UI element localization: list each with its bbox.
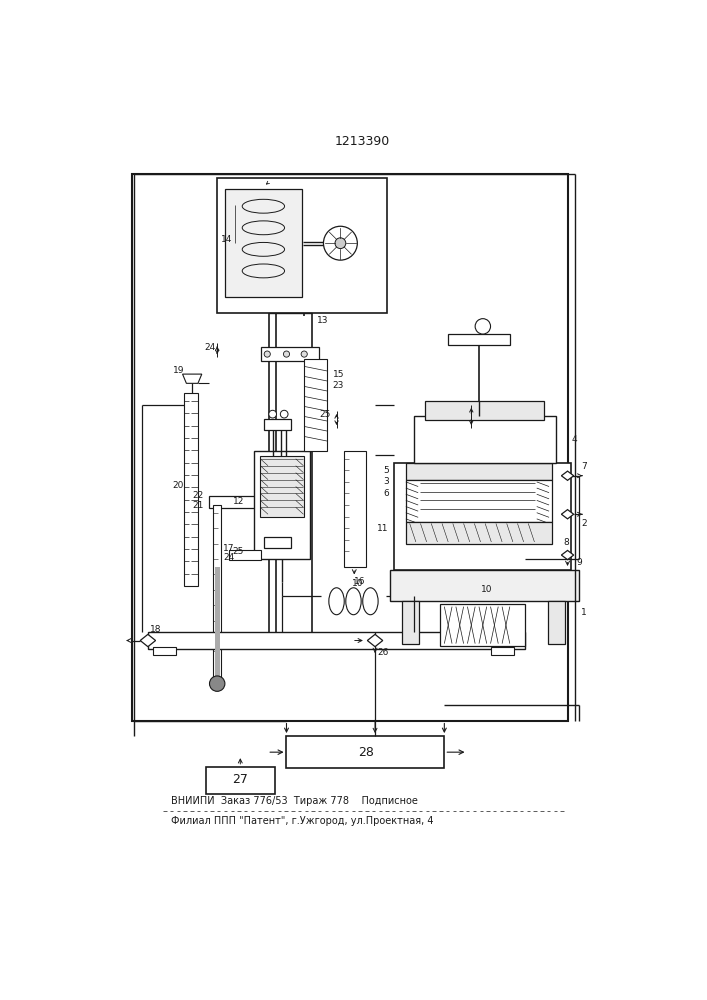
Text: 16: 16 [354,578,366,586]
Bar [304,359,327,451]
Polygon shape [561,471,573,480]
Bar [491,647,514,655]
Bar [414,416,556,463]
Text: 25: 25 [233,547,244,556]
Bar [214,505,221,682]
Text: 13: 13 [317,316,329,325]
Bar [344,451,366,567]
Circle shape [281,410,288,418]
Bar [229,550,261,560]
Bar [406,480,552,522]
Circle shape [269,410,276,418]
Text: Филиал ППП "Патент", г.Ужгород, ул.Проектная, 4: Филиал ППП "Патент", г.Ужгород, ул.Проек… [171,816,433,826]
Bar [390,570,579,601]
Bar [209,496,267,508]
Bar [225,189,302,297]
Text: 23: 23 [333,381,344,390]
Bar [261,347,319,361]
Bar [264,419,291,430]
Circle shape [264,351,270,357]
Text: 1213390: 1213390 [334,135,390,148]
Text: 19: 19 [173,366,184,375]
Bar [184,393,198,586]
Text: 3: 3 [383,477,389,486]
Text: 1: 1 [581,608,587,617]
Text: 22: 22 [193,491,204,500]
Bar [425,401,544,420]
Circle shape [335,238,346,249]
Polygon shape [368,634,382,647]
Text: 27: 27 [233,773,248,786]
Polygon shape [140,634,156,647]
Circle shape [475,319,491,334]
Text: 21: 21 [193,500,204,510]
Text: 12: 12 [233,497,244,506]
Bar [215,567,219,681]
Text: 5: 5 [383,466,389,475]
Text: 25: 25 [320,410,331,419]
Circle shape [284,351,290,357]
Bar [440,604,525,646]
Polygon shape [561,510,573,519]
Text: 17: 17 [223,544,235,553]
Bar [286,736,444,768]
Text: 7: 7 [581,462,587,471]
Bar [217,178,387,312]
Text: 26: 26 [378,648,389,657]
Bar [448,334,510,345]
Text: 28: 28 [358,746,374,759]
Text: 10: 10 [352,579,363,588]
Text: 2: 2 [581,519,587,528]
Circle shape [301,351,308,357]
Circle shape [324,226,357,260]
Text: 11: 11 [378,524,389,533]
Text: 9: 9 [577,558,583,567]
Text: 20: 20 [173,481,184,490]
Bar [406,522,552,544]
Text: 15: 15 [333,370,344,379]
Bar [406,463,552,480]
Text: 8: 8 [563,538,569,547]
Text: 10: 10 [481,585,493,594]
Bar [132,174,568,721]
Bar [549,601,565,644]
Bar [264,537,291,548]
Text: ВНИИПИ  Заказ 776/53  Тираж 778    Подписное: ВНИИПИ Заказ 776/53 Тираж 778 Подписное [171,796,418,806]
Polygon shape [561,550,573,560]
Text: 6: 6 [383,489,389,498]
Bar [402,601,419,644]
Text: 18: 18 [150,625,162,634]
Bar [259,456,304,517]
Bar [254,451,310,559]
Bar [206,767,275,794]
Bar [153,647,176,655]
Bar [148,632,525,649]
Text: 4: 4 [571,435,577,444]
Text: 24: 24 [223,553,235,562]
Text: 24: 24 [204,343,216,352]
Circle shape [209,676,225,691]
Bar [395,463,571,570]
Text: 14: 14 [221,235,233,244]
